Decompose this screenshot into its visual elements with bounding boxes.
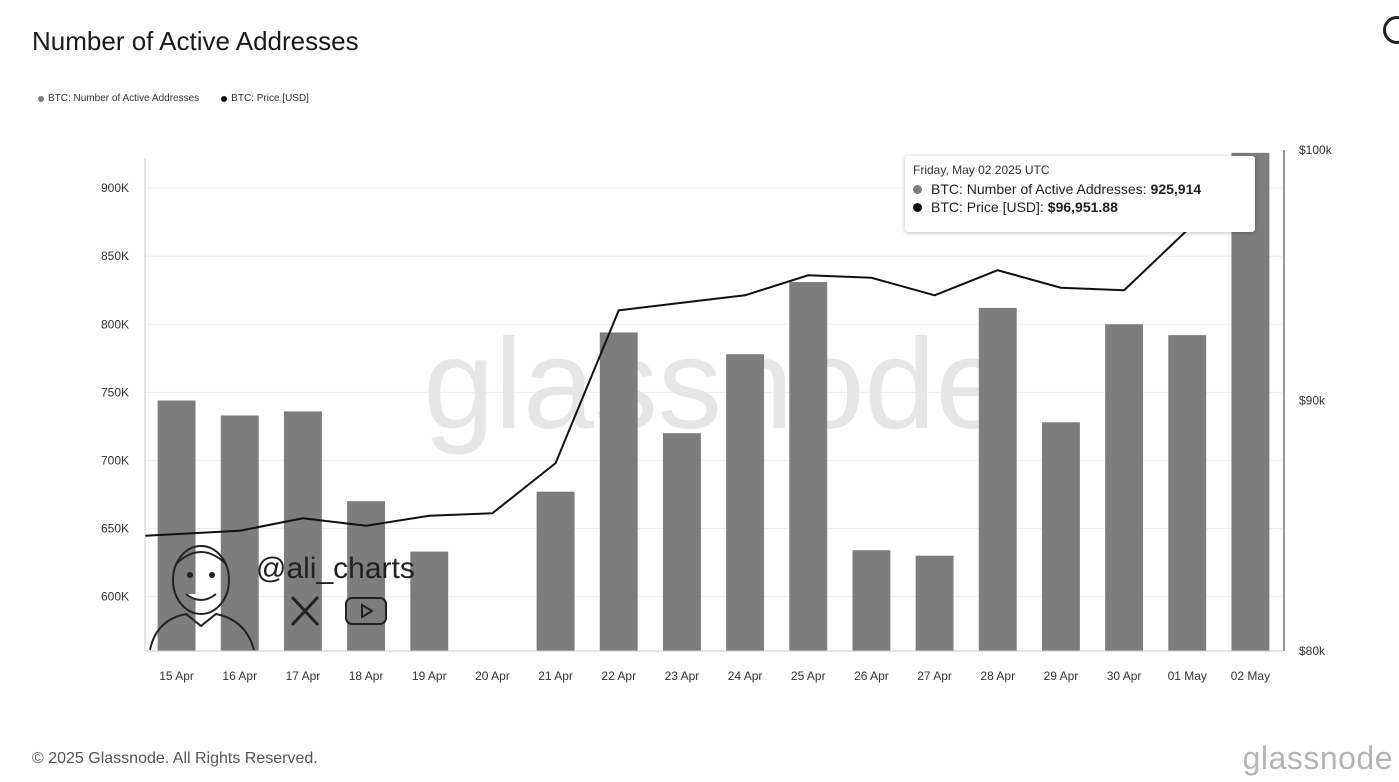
x-tick-label: 18 Apr <box>349 669 384 683</box>
bar[interactable] <box>157 400 196 652</box>
x-tick-label: 19 Apr <box>412 669 447 683</box>
x-tick-label: 27 Apr <box>917 669 952 683</box>
tooltip-date: Friday, May 02 2025 UTC <box>913 163 1050 177</box>
tooltip-value-active-addresses: 925,914 <box>1150 181 1202 197</box>
copyright-text: © 2025 Glassnode. All Rights Reserved. <box>32 750 318 767</box>
bar[interactable] <box>410 551 449 651</box>
price-line-series <box>144 225 1251 537</box>
author-handle: @ali_charts <box>256 552 415 585</box>
y-left-tick-label: 900K <box>101 181 129 195</box>
tooltip: Friday, May 02 2025 UTC BTC: Number of A… <box>905 156 1255 232</box>
y-left-tick-label: 650K <box>101 521 129 535</box>
x-tick-label: 15 Apr <box>159 669 194 683</box>
tooltip-row-active-addresses: BTC: Number of Active Addresses: 925,914 <box>913 181 1247 197</box>
bar[interactable] <box>599 332 638 651</box>
corner-circle-icon <box>1383 16 1399 44</box>
brand-logo-text: glassnode <box>1242 740 1393 776</box>
y-left-tick-label: 700K <box>101 453 129 467</box>
bar[interactable] <box>662 433 701 651</box>
bar[interactable] <box>978 307 1017 651</box>
x-tick-label: 30 Apr <box>1107 669 1142 683</box>
youtube-icon <box>345 597 387 625</box>
y-right-tick-label: $100k <box>1299 143 1333 157</box>
tooltip-row-price: BTC: Price [USD]: $96,951.88 <box>913 199 1247 215</box>
x-tick-label: 01 May <box>1168 669 1207 683</box>
tooltip-value-price: $96,951.88 <box>1047 199 1118 215</box>
legend-swatch-active-addresses <box>38 95 44 102</box>
y-right-tick-label: $80k <box>1299 644 1326 658</box>
x-tick-label: 16 Apr <box>222 669 257 683</box>
x-tick-label: 29 Apr <box>1044 669 1079 683</box>
bar[interactable] <box>1105 324 1144 651</box>
legend-swatch-price <box>221 95 228 102</box>
x-logo-icon <box>290 595 320 627</box>
bar[interactable] <box>220 415 259 651</box>
bar[interactable] <box>536 491 575 651</box>
bar[interactable] <box>915 555 954 651</box>
bar[interactable] <box>1041 422 1080 651</box>
author-watermark: @ali_charts <box>146 530 446 652</box>
grid-lines <box>145 187 1282 598</box>
y-left-tick-label: 750K <box>101 385 129 399</box>
bar[interactable] <box>789 282 828 651</box>
bar[interactable] <box>1231 152 1270 651</box>
page-title: Number of Active Addresses <box>32 26 359 56</box>
tooltip-swatch-price <box>913 202 922 212</box>
x-tick-label: 17 Apr <box>286 669 321 683</box>
legend-label-active-addresses: BTC: Number of Active Addresses <box>48 93 200 104</box>
legend-label-price: BTC: Price [USD] <box>231 93 309 104</box>
bar[interactable] <box>726 354 765 651</box>
tooltip-label-price: BTC: Price [USD]: <box>931 199 1044 215</box>
x-tick-label: 23 Apr <box>665 669 700 683</box>
legend: BTC: Number of Active Addresses BTC: Pri… <box>38 93 309 104</box>
x-tick-label: 21 Apr <box>538 669 573 683</box>
legend-item-price[interactable]: BTC: Price [USD] <box>221 93 309 104</box>
tooltip-label-active-addresses: BTC: Number of Active Addresses: <box>931 181 1147 197</box>
glassnode-watermark: glassnode <box>423 313 1007 456</box>
bar-series <box>157 152 1270 652</box>
x-tick-label: 26 Apr <box>854 669 889 683</box>
y-left-tick-label: 850K <box>101 249 129 263</box>
tooltip-swatch-active-addresses <box>913 184 922 194</box>
x-tick-label: 22 Apr <box>601 669 636 683</box>
price-line[interactable] <box>144 225 1251 537</box>
y-left-tick-label: 800K <box>101 317 129 331</box>
bar[interactable] <box>852 550 891 651</box>
x-tick-label: 28 Apr <box>980 669 1015 683</box>
y-right-tick-label: $90k <box>1299 394 1326 408</box>
bar[interactable] <box>1168 335 1207 651</box>
x-tick-label: 02 May <box>1231 669 1270 683</box>
x-tick-label: 20 Apr <box>475 669 510 683</box>
author-avatar <box>149 545 255 651</box>
x-tick-label: 25 Apr <box>791 669 826 683</box>
y-left-tick-label: 600K <box>101 590 129 604</box>
x-tick-label: 24 Apr <box>728 669 763 683</box>
axes: 600K 650K 700K 750K 800K 850K 900K $80k $90k $100… <box>101 143 1333 683</box>
legend-item-active-addresses[interactable]: BTC: Number of Active Addresses <box>38 93 199 104</box>
